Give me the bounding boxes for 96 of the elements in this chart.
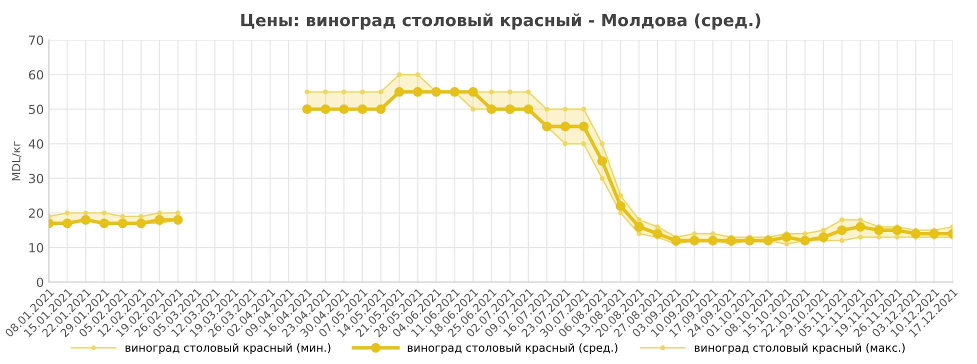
point (489, 89, 494, 94)
point (818, 232, 828, 242)
y-tick-label: 20 (29, 208, 44, 218)
point (157, 210, 162, 216)
point (176, 210, 180, 216)
point (339, 104, 349, 114)
point (396, 72, 402, 78)
point (671, 236, 681, 246)
point (726, 236, 736, 246)
point (450, 87, 460, 97)
point (784, 242, 790, 246)
point (578, 122, 589, 132)
point (524, 104, 534, 114)
point (323, 89, 328, 94)
legend-label: виноград столовый красный (мин.) (126, 343, 330, 354)
point (858, 217, 863, 222)
point (874, 225, 884, 236)
point (505, 104, 515, 114)
point (99, 218, 110, 228)
point (138, 214, 144, 219)
y-tick-label: 0 (36, 278, 44, 288)
point (415, 72, 420, 78)
point (708, 236, 718, 246)
y-tick-label: 40 (28, 139, 44, 149)
point (304, 89, 310, 94)
point (636, 231, 642, 236)
point (544, 106, 550, 112)
point (562, 106, 568, 112)
point (376, 104, 386, 114)
point (173, 214, 183, 225)
point (342, 89, 346, 94)
point (837, 225, 847, 236)
point (839, 217, 844, 222)
point (360, 89, 365, 94)
y-tick-label: 10 (29, 242, 44, 252)
y-tick-label: 60 (28, 70, 44, 80)
point (652, 228, 662, 239)
point (597, 156, 608, 166)
point (378, 89, 384, 94)
point (120, 214, 126, 219)
point (486, 104, 496, 114)
point (636, 217, 642, 222)
point (136, 218, 146, 228)
chart-title: Цены: виноград столовый красный - Молдова (сред.) (241, 13, 760, 30)
point (560, 122, 570, 132)
point (358, 104, 368, 114)
point (118, 218, 128, 228)
legend-label: виноград столовый красный (сред.) (408, 343, 618, 354)
point (690, 236, 700, 246)
point (782, 232, 792, 242)
point (802, 231, 808, 236)
point (929, 228, 939, 239)
point (910, 228, 921, 239)
point (616, 201, 626, 211)
point (468, 87, 478, 97)
point (154, 214, 164, 225)
point (64, 210, 70, 216)
point (581, 141, 586, 146)
point (618, 210, 624, 216)
point (858, 234, 863, 240)
point (470, 106, 476, 112)
point (320, 104, 330, 114)
point (763, 236, 774, 246)
point (83, 210, 88, 216)
point (821, 228, 826, 233)
point (600, 176, 605, 181)
point (526, 89, 531, 94)
point (302, 104, 312, 114)
point (744, 236, 755, 246)
y-tick-label: 50 (29, 104, 44, 114)
point (892, 225, 902, 236)
point (655, 224, 660, 230)
point (634, 222, 644, 232)
point (618, 193, 624, 198)
y-tick-label: 70 (29, 36, 44, 45)
point (581, 106, 586, 112)
point (710, 231, 716, 236)
y-axis-title: MDL/кг (12, 141, 22, 180)
point (800, 236, 810, 246)
point (412, 87, 423, 97)
legend-label: виноград столовый красный (макс.) (694, 343, 905, 354)
point (542, 122, 552, 132)
y-tick-label: 30 (29, 174, 44, 184)
point (839, 238, 844, 244)
point (394, 87, 404, 97)
point (600, 141, 605, 146)
point (508, 89, 512, 94)
point (80, 214, 91, 225)
point (876, 234, 882, 240)
point (894, 234, 900, 240)
point (102, 210, 107, 216)
point (692, 231, 697, 236)
point (62, 218, 72, 228)
point (562, 141, 568, 146)
point (431, 87, 442, 97)
point (855, 222, 866, 232)
